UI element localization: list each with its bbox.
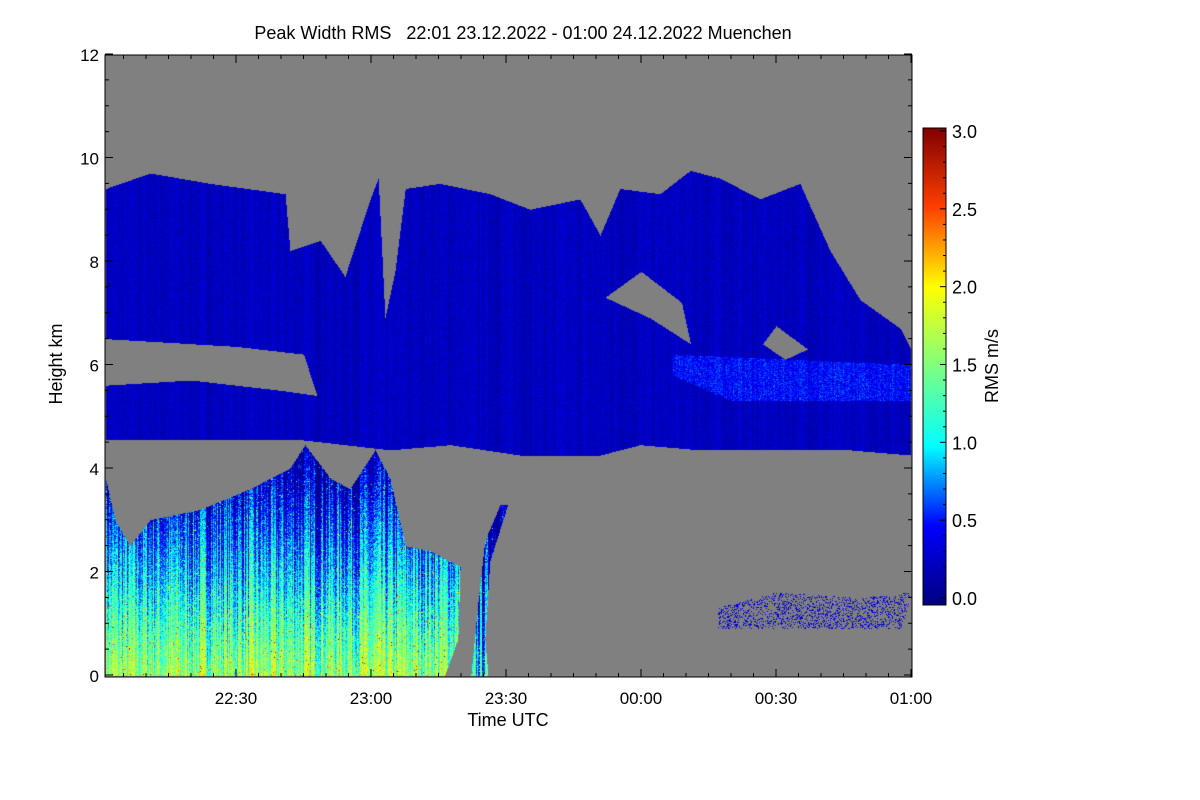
colorbar-label: RMS m/s <box>982 329 1002 403</box>
y-tick-label: 8 <box>90 253 99 272</box>
colorbar-tick-label: 3.0 <box>952 122 977 142</box>
y-tick-label: 2 <box>90 564 99 583</box>
colorbar <box>922 127 947 606</box>
plot-frame <box>104 54 913 678</box>
colorbar-tick-label: 0.5 <box>952 511 977 531</box>
colorbar-tick-label: 1.0 <box>952 433 977 453</box>
x-axis-label: Time UTC <box>467 710 548 730</box>
y-tick-label: 12 <box>80 46 99 65</box>
chart-title: Peak Width RMS 22:01 23.12.2022 - 01:00 … <box>254 23 791 43</box>
y-tick-label: 4 <box>90 460 99 479</box>
colorbar-tick-label: 2.0 <box>952 278 977 298</box>
x-tick-label: 01:00 <box>890 689 933 708</box>
heatmap-plot-area <box>105 55 912 677</box>
x-tick-label: 23:30 <box>485 689 528 708</box>
y-axis-label: Height km <box>46 323 66 404</box>
y-tick-label: 10 <box>80 150 99 169</box>
colorbar-tick-label: 0.0 <box>952 589 977 609</box>
x-tick-label: 22:30 <box>215 689 258 708</box>
x-tick-label: 00:00 <box>620 689 663 708</box>
colorbar-tick-label: 2.5 <box>952 200 977 220</box>
y-tick-label: 6 <box>90 357 99 376</box>
colorbar-tick-label: 1.5 <box>952 356 977 376</box>
x-tick-label: 00:30 <box>755 689 798 708</box>
x-tick-label: 23:00 <box>350 689 393 708</box>
y-tick-label: 0 <box>90 667 99 686</box>
